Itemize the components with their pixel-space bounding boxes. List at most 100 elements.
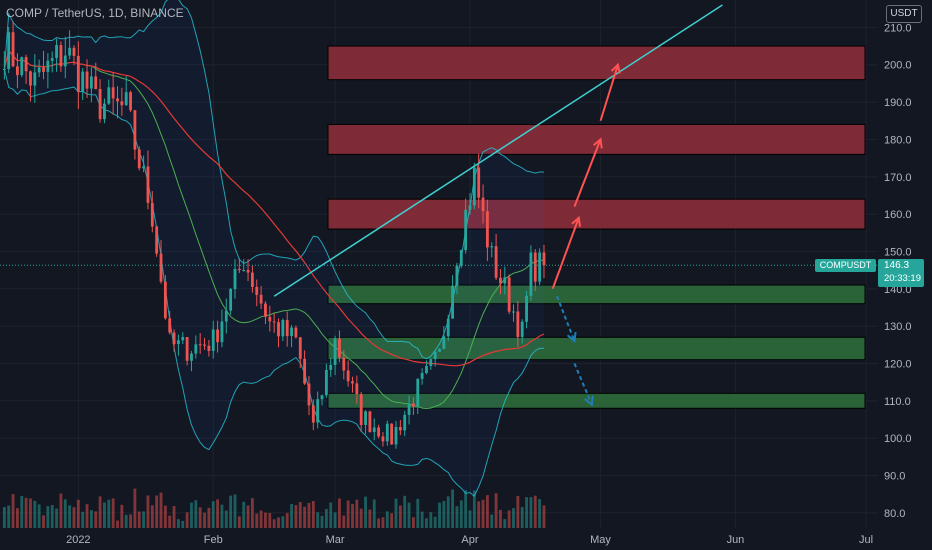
volume-bar [416, 498, 420, 528]
candle-body [98, 88, 102, 120]
candle-body [81, 71, 85, 92]
candle-body [342, 357, 346, 371]
candle-body [155, 226, 159, 254]
last-price-tag: 146.3 20:33:19 [878, 259, 924, 288]
candle-body [329, 364, 333, 370]
volume-bar [116, 520, 119, 528]
candle-body [198, 344, 202, 346]
volume-bar [242, 501, 246, 528]
currency-badge[interactable]: USDT [886, 5, 922, 23]
moving-average-50 [3, 49, 545, 367]
volume-bar [298, 502, 302, 528]
volume-bar [451, 489, 454, 528]
candle-body [372, 427, 376, 432]
volume-bar [516, 495, 520, 528]
volume-bar [459, 500, 463, 528]
volume-bar [203, 512, 206, 528]
candle-body [481, 197, 485, 212]
projection-arrow-up [551, 217, 580, 290]
candle-body [264, 303, 267, 317]
resistance-zone [327, 198, 866, 230]
volume-bar [377, 518, 381, 528]
volume-bar [529, 497, 533, 528]
candle-body [133, 110, 137, 150]
candle-body [311, 405, 315, 423]
volume-bar [485, 495, 489, 528]
candle-body [233, 268, 237, 289]
volume-bar [455, 506, 459, 528]
volume-bar [272, 519, 276, 528]
projection-arrow-up [599, 64, 619, 122]
volume-bar [246, 505, 250, 528]
volume-bar [146, 495, 150, 528]
candle-body [116, 98, 119, 102]
candle-body [272, 321, 276, 323]
candle-body [485, 211, 489, 248]
candle-body [477, 167, 481, 198]
volume-bar [94, 511, 98, 528]
trendline [273, 4, 723, 297]
candle-body [229, 288, 233, 311]
candle-body [50, 58, 54, 61]
candlesticks [2, 21, 546, 449]
time-tick-label: Apr [461, 534, 478, 546]
volume-bar [233, 494, 237, 528]
candle-body [103, 103, 106, 120]
candle-body [459, 250, 463, 266]
candle-body [294, 327, 298, 338]
bar-countdown: 20:33:19 [884, 273, 921, 285]
support-zone [327, 392, 866, 409]
volume-bar [533, 495, 537, 528]
candle-body [37, 67, 41, 73]
volume-bar [7, 505, 11, 528]
price-tick-label: 180.0 [884, 134, 912, 146]
volume-bar [207, 507, 211, 528]
candle-body [250, 272, 254, 287]
volume-bar [359, 508, 363, 528]
bollinger-bands [3, 0, 545, 497]
volume-bar [542, 505, 546, 528]
candle-body [146, 166, 150, 203]
price-tick-label: 150.0 [884, 246, 912, 258]
volume-bar [333, 512, 337, 528]
candle-body [181, 337, 185, 341]
candle-body [351, 381, 354, 384]
candle-body [89, 76, 93, 89]
candle-body [364, 411, 367, 425]
volume-bar [446, 496, 450, 528]
volume-bar [281, 516, 285, 528]
volume-bar [346, 500, 350, 528]
candle-body [255, 286, 259, 295]
candle-body [203, 344, 206, 346]
volume-bars [2, 488, 546, 528]
volume-bar [129, 514, 132, 528]
volume-bar [42, 515, 45, 528]
volume-bar [355, 499, 359, 528]
volume-bar [425, 518, 428, 528]
arrow-head [571, 215, 582, 227]
volume-bar [68, 505, 72, 528]
volume-bar [433, 516, 437, 528]
volume-bar [120, 504, 124, 528]
candle-body [520, 321, 524, 337]
price-tick-label: 90.0 [884, 470, 905, 482]
volume-bar [464, 490, 468, 528]
candle-body [159, 253, 163, 282]
arrow-head [584, 395, 594, 407]
candle-body [394, 427, 398, 445]
volume-bar [412, 517, 415, 528]
volume-bar [63, 499, 67, 528]
volume-bar [307, 502, 311, 528]
volume-bar [477, 501, 481, 528]
volume-bar [381, 517, 385, 528]
candle-body [381, 436, 385, 442]
candle-body [111, 87, 115, 99]
volume-bar [290, 503, 293, 528]
volume-bar [111, 498, 115, 528]
volume-bar [33, 500, 37, 528]
volume-bar [507, 510, 511, 528]
volume-bar [81, 511, 85, 528]
volume-bar [342, 515, 346, 528]
candle-body [220, 321, 224, 343]
